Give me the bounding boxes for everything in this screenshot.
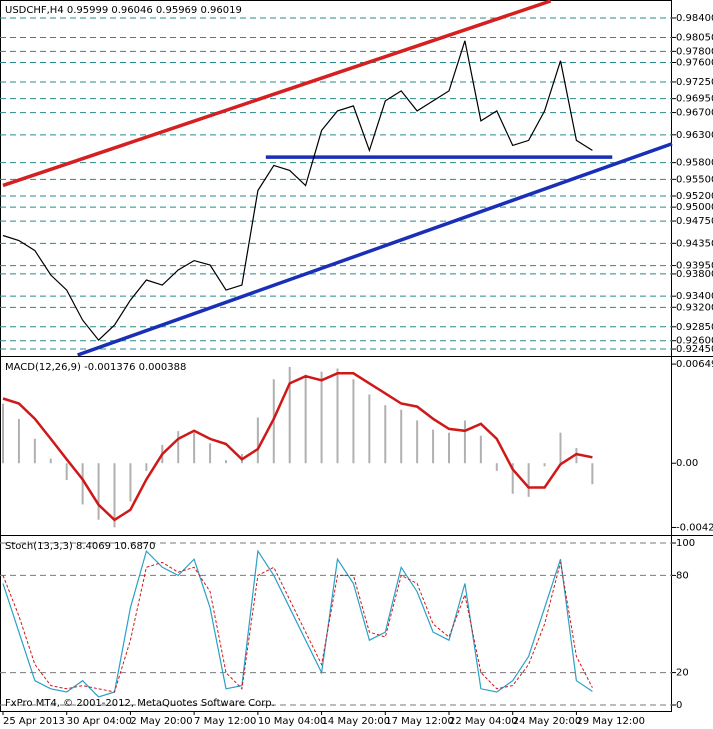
y-tick-label: 20 bbox=[676, 668, 689, 679]
x-tick-label: 25 Apr 2013 bbox=[3, 716, 65, 727]
y-tick-label: 80 bbox=[676, 570, 689, 581]
panel-title: Stoch(13,3,3) 8.4069 10.6870 bbox=[5, 541, 156, 552]
y-tick-label: 0.006491 bbox=[676, 359, 713, 370]
y-tick-label: 100 bbox=[676, 538, 695, 549]
series-line bbox=[2, 40, 593, 341]
series-line bbox=[2, 561, 593, 693]
x-tick-label: 17 May 12:00 bbox=[385, 716, 454, 727]
series-line bbox=[2, 549, 593, 698]
y-tick-label: -0.004206 bbox=[676, 522, 713, 533]
y-tick-label: 0.00 bbox=[676, 458, 698, 469]
x-tick-label: 29 May 12:00 bbox=[576, 716, 645, 727]
y-tick-label: 0 bbox=[676, 700, 682, 711]
x-tick-label: 2 May 20:00 bbox=[130, 716, 192, 727]
trendline bbox=[77, 142, 673, 357]
y-tick-label: 0.92450 bbox=[676, 344, 713, 355]
panel-title: USDCHF,H4 0.95999 0.96046 0.95969 0.9601… bbox=[5, 5, 242, 16]
x-tick-label: 14 May 20:00 bbox=[322, 716, 391, 727]
panel-title: MACD(12,26,9) -0.001376 0.000388 bbox=[5, 362, 186, 373]
series-line bbox=[2, 372, 593, 522]
trendline bbox=[2, 0, 552, 188]
x-tick-label: 10 May 04:00 bbox=[258, 716, 327, 727]
x-tick-label: 22 May 04:00 bbox=[449, 716, 518, 727]
copyright-note: FxPro MT4, © 2001-2012, MetaQuotes Softw… bbox=[5, 698, 275, 709]
x-tick-label: 24 May 20:00 bbox=[513, 716, 582, 727]
x-tick-label: 7 May 12:00 bbox=[194, 716, 256, 727]
x-tick-label: 30 Apr 04:00 bbox=[67, 716, 132, 727]
